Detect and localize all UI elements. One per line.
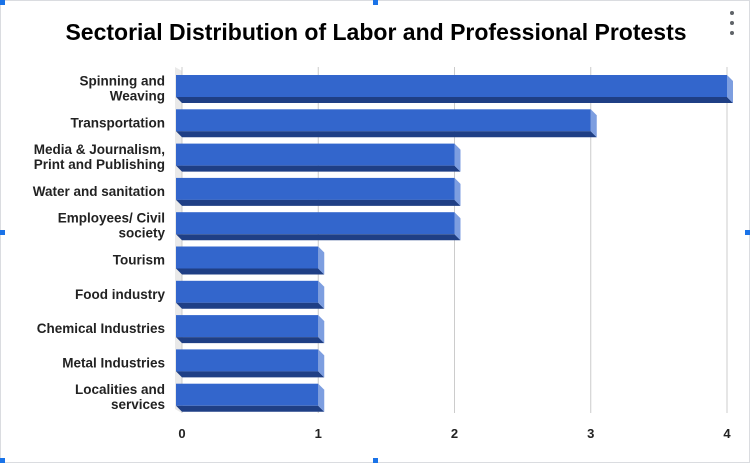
bar-end [318, 246, 325, 275]
resize-handle-top-left[interactable] [0, 0, 5, 5]
category-label: Water and sanitation [33, 184, 165, 199]
bar-shadow [176, 405, 325, 412]
bar-shadow [176, 199, 461, 206]
category-label: Media & Journalism, Print and Publishing [34, 142, 165, 172]
x-tick-label: 4 [723, 426, 731, 441]
bar [176, 75, 727, 97]
bar [176, 349, 319, 372]
x-tick-label: 3 [587, 426, 594, 441]
bar-end [318, 349, 325, 378]
category-label: Employees/ Civil society [58, 211, 166, 241]
bar-end [318, 280, 325, 309]
resize-handle-middle-right[interactable] [745, 230, 750, 235]
bar [176, 315, 319, 338]
resize-handle-bottom-left[interactable] [0, 458, 5, 463]
category-label: Metal Industries [62, 355, 165, 370]
bar-shadow [176, 234, 461, 241]
resize-handle-top-center[interactable] [373, 0, 378, 5]
resize-handle-middle-left[interactable] [0, 230, 5, 235]
x-tick-label: 0 [178, 426, 185, 441]
category-label: Transportation [70, 115, 165, 130]
bar [176, 143, 455, 166]
bar-shadow [176, 337, 325, 344]
bar [176, 109, 591, 132]
bar [176, 177, 455, 200]
bar-end [318, 383, 325, 412]
bar-shadow [176, 131, 597, 138]
bar [176, 280, 319, 303]
bar-end [454, 212, 461, 241]
bar-end [590, 109, 597, 138]
category-label: Tourism [113, 253, 165, 268]
bar-shadow [176, 302, 325, 309]
bar-end [454, 177, 461, 206]
chart-title: Sectorial Distribution of Labor and Prof… [65, 19, 687, 45]
bar-shadow [176, 97, 733, 103]
more-options-icon[interactable] [725, 11, 739, 35]
category-label: Food industry [75, 287, 165, 302]
bar-end [727, 75, 733, 103]
bar-shadow [176, 371, 325, 378]
bar-shadow [176, 165, 461, 172]
x-tick-label: 1 [315, 426, 322, 441]
resize-handle-bottom-center[interactable] [373, 458, 378, 463]
bar-shadow [176, 268, 325, 275]
x-tick-label: 2 [451, 426, 458, 441]
bar-end [454, 143, 461, 172]
bar [176, 246, 319, 269]
category-label: Localities and services [75, 382, 165, 412]
bar [176, 383, 319, 406]
category-label: Spinning and Weaving [80, 74, 166, 104]
bar-end [318, 315, 325, 344]
bar [176, 212, 455, 235]
category-label: Chemical Industries [37, 321, 165, 336]
